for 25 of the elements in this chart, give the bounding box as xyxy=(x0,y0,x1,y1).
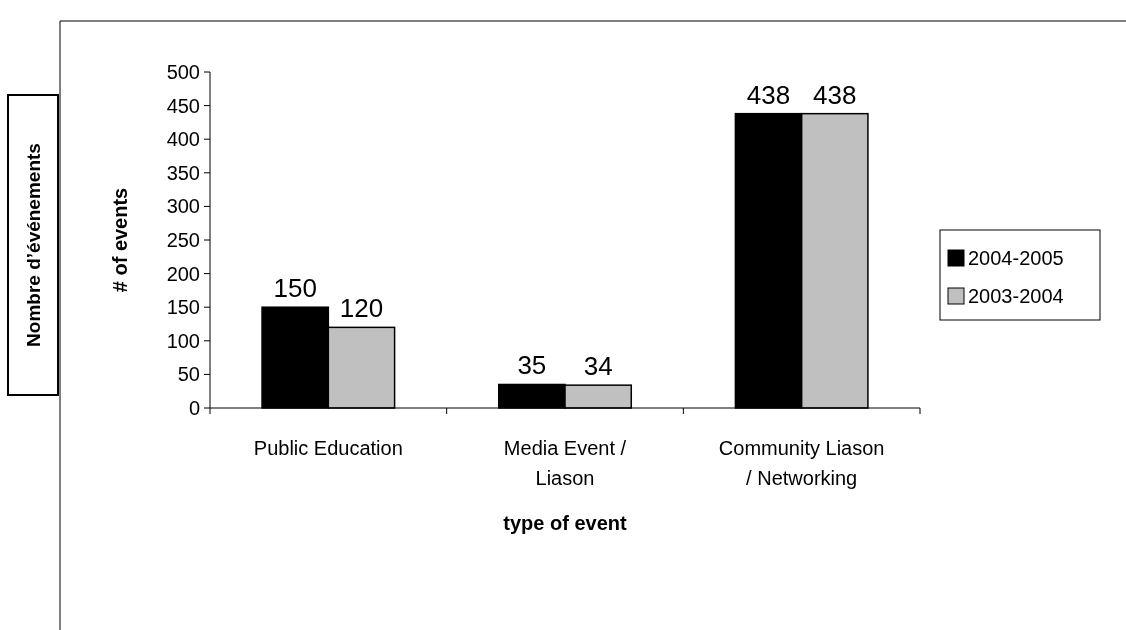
data-label: 438 xyxy=(746,79,791,110)
y-tick-label: 450 xyxy=(166,94,200,117)
y-tick-label: 100 xyxy=(166,329,200,352)
y-tick-label: 350 xyxy=(166,161,200,184)
legend-label: 2003-2004 xyxy=(968,285,1064,307)
y-tick-label: 50 xyxy=(177,363,200,386)
x-tick-label: Media Event / Liason xyxy=(503,437,627,489)
y-tick-label: 250 xyxy=(166,229,200,251)
y-tick-label: 300 xyxy=(166,195,200,218)
data-label: 34 xyxy=(583,351,613,382)
x-tick-label: Community Liason / Networking xyxy=(718,437,885,489)
y-tick-label: 400 xyxy=(166,128,200,151)
y-tick-label: 150 xyxy=(166,296,200,319)
data-label: 120 xyxy=(339,293,384,324)
x-axis-title: type of event xyxy=(503,512,628,534)
y-axis-title: # of events xyxy=(109,187,131,293)
legend-label: 2004-2005 xyxy=(968,247,1064,269)
y-tick-label: 0 xyxy=(188,397,200,419)
data-label: 150 xyxy=(273,273,317,304)
data-label: 35 xyxy=(517,350,547,381)
y-tick-label: 200 xyxy=(166,262,200,285)
text: Nombre d’événements xyxy=(23,143,44,347)
data-label: 438 xyxy=(813,79,857,110)
y-tick-label: 500 xyxy=(166,61,200,83)
x-tick-label: Public Education xyxy=(253,437,403,459)
